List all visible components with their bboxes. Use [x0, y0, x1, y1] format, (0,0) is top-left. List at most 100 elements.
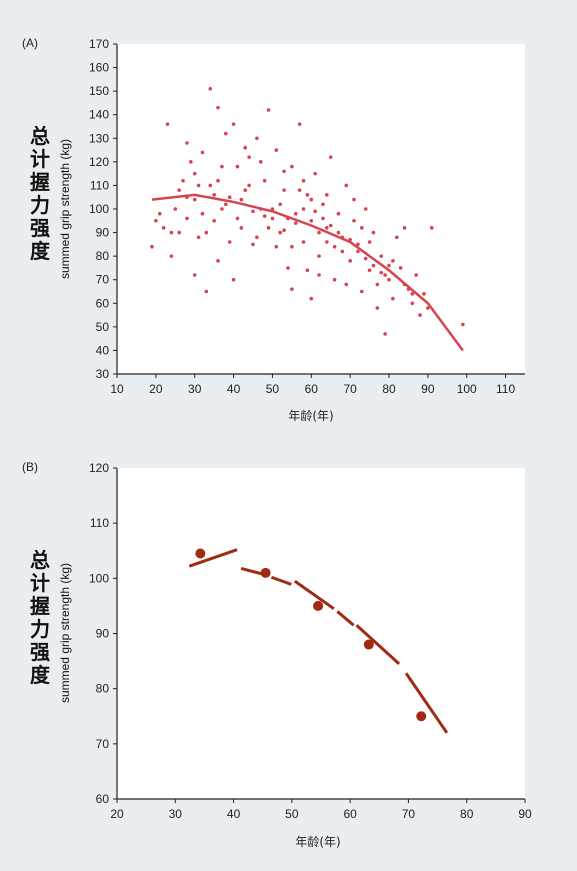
- data-point: [293, 221, 298, 225]
- panel-b-marks: [188, 548, 449, 734]
- data-point: [200, 150, 205, 155]
- y-tick-label: 170: [89, 37, 109, 51]
- y-tick-label: 140: [89, 108, 109, 122]
- data-point: [220, 164, 224, 169]
- data-point: [260, 567, 271, 578]
- data-point: [231, 277, 236, 282]
- x-tick-label: 20: [149, 382, 163, 396]
- data-point: [402, 282, 407, 287]
- data-point: [196, 183, 201, 188]
- data-point: [317, 273, 321, 277]
- data-point: [216, 105, 220, 110]
- x-tick-label: 60: [343, 807, 357, 821]
- y-tick-label: 120: [89, 155, 109, 169]
- data-point: [297, 122, 302, 126]
- data-point: [278, 202, 283, 207]
- data-point: [402, 226, 407, 230]
- data-point: [204, 289, 209, 294]
- data-point: [391, 259, 395, 263]
- trend-segment: [336, 610, 355, 627]
- data-point: [235, 164, 240, 169]
- data-point: [429, 226, 434, 230]
- x-tick-label: 90: [518, 807, 532, 821]
- trend-segment: [270, 575, 292, 586]
- data-point: [383, 332, 387, 336]
- data-point: [169, 254, 174, 258]
- data-point: [313, 171, 317, 176]
- data-point: [270, 216, 275, 221]
- y-label-char: 计: [30, 571, 50, 595]
- y-tick-label: 60: [96, 792, 110, 806]
- panel-a-plot-area: [117, 44, 525, 374]
- data-point: [313, 600, 324, 611]
- y-label-char: 总: [30, 124, 50, 148]
- x-tick-label: 20: [110, 807, 124, 821]
- data-point: [325, 193, 329, 197]
- data-point: [363, 639, 374, 650]
- x-tick-label: 50: [285, 807, 299, 821]
- y-tick-label: 30: [96, 367, 110, 381]
- data-point: [274, 148, 279, 152]
- x-tick-label: 70: [343, 382, 357, 396]
- x-tick-label: 80: [382, 382, 396, 396]
- data-point: [336, 211, 341, 216]
- data-point: [212, 193, 216, 197]
- data-point: [208, 86, 213, 91]
- data-point: [356, 242, 360, 247]
- data-point: [177, 230, 181, 235]
- y-tick-label: 80: [96, 682, 110, 696]
- y-label-char: 强: [30, 640, 50, 664]
- data-point: [231, 122, 236, 126]
- data-point: [301, 240, 306, 244]
- trend-segment: [188, 548, 238, 568]
- panel-a-ylabel: summed grip strength (kg): [58, 139, 72, 279]
- data-point: [414, 273, 419, 277]
- y-label-char: 握: [30, 170, 50, 194]
- data-point: [416, 711, 427, 722]
- x-tick-label: 30: [188, 382, 202, 396]
- data-point: [332, 244, 337, 249]
- y-label-char: 度: [30, 239, 51, 263]
- y-tick-label: 130: [89, 131, 109, 145]
- data-point: [344, 183, 349, 188]
- x-tick-label: 70: [402, 807, 416, 821]
- data-point: [309, 218, 314, 223]
- data-point: [157, 211, 162, 216]
- data-point: [340, 235, 345, 240]
- data-point: [336, 230, 341, 235]
- y-tick-label: 100: [89, 202, 109, 216]
- y-tick-label: 160: [89, 61, 109, 75]
- data-point: [305, 193, 310, 197]
- data-point: [192, 273, 197, 277]
- data-point: [418, 313, 422, 317]
- data-point: [282, 188, 286, 192]
- data-point: [270, 207, 275, 211]
- data-point: [410, 292, 415, 296]
- x-tick-label: 80: [460, 807, 474, 821]
- data-point: [258, 160, 263, 164]
- data-point: [398, 266, 403, 270]
- data-point: [150, 244, 154, 249]
- data-point: [266, 226, 271, 230]
- data-point: [317, 230, 321, 235]
- data-point: [247, 155, 251, 159]
- data-point: [192, 171, 197, 176]
- y-label-char: 度: [30, 663, 51, 687]
- data-point: [313, 209, 317, 214]
- data-point: [360, 289, 364, 294]
- panel-a-axes: 30 40 50 60 70 80 90 100 110 120 130 140 150 160 170 10…: [89, 37, 525, 396]
- data-point: [286, 266, 290, 270]
- data-point: [192, 197, 197, 202]
- data-point: [328, 155, 333, 159]
- data-point: [239, 197, 244, 202]
- y-tick-label: 100: [89, 571, 109, 585]
- data-point: [154, 218, 158, 223]
- data-point: [375, 282, 380, 287]
- data-point: [216, 178, 220, 183]
- data-point: [301, 178, 306, 183]
- data-point: [200, 211, 205, 216]
- panel-b-xlabel: 年龄(年): [295, 835, 340, 849]
